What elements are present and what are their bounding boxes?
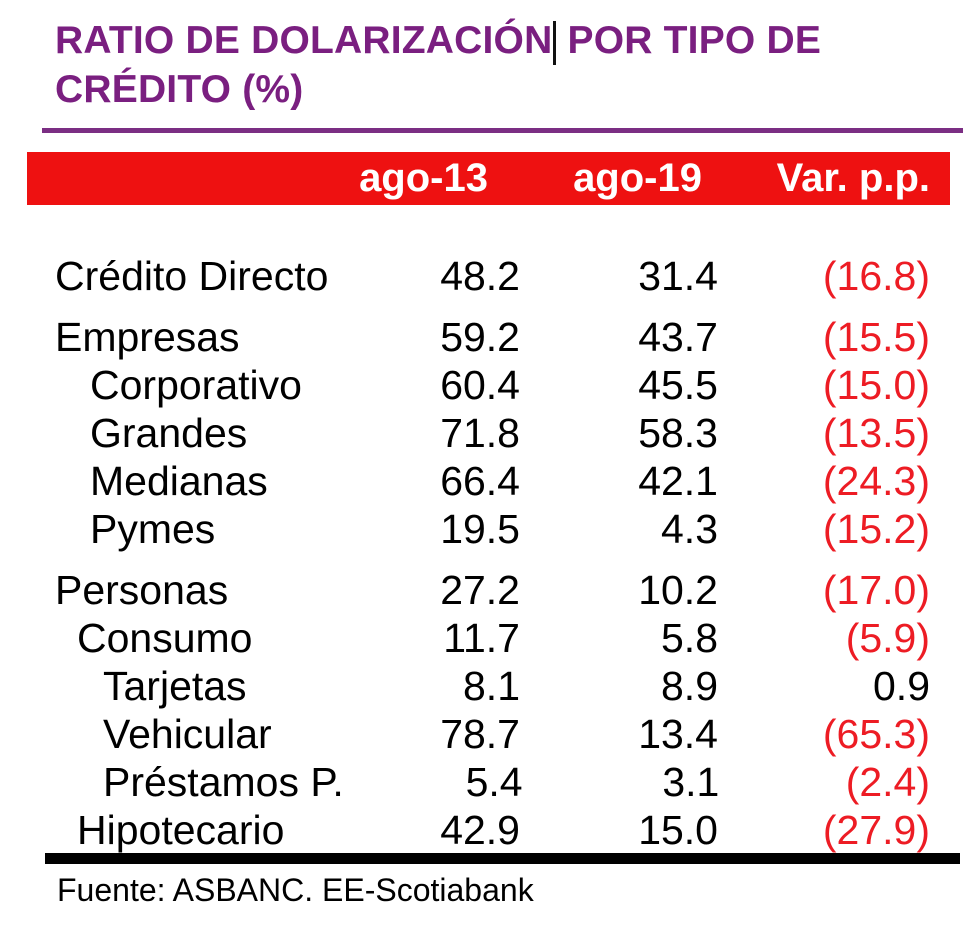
table-row: Pymes 19.5 4.3 (15.2): [27, 505, 950, 553]
header-cell-ago19: ago-19: [573, 156, 702, 200]
table-row: Vehicular 78.7 13.4 (65.3): [27, 710, 950, 758]
table-row: Empresas 59.2 43.7 (15.5): [27, 313, 950, 361]
table-header-row: ago-13 ago-19 Var. p.p.: [27, 152, 950, 205]
cell-var-pp: (15.0): [822, 361, 930, 408]
row-label: Tarjetas: [103, 662, 247, 709]
cell-ago19: 15.0: [638, 806, 718, 853]
table-row: Tarjetas 8.1 8.9 0.9: [27, 662, 950, 710]
row-label: Personas: [55, 566, 229, 613]
cell-ago19: 8.9: [661, 662, 718, 709]
cell-var-pp: (13.5): [822, 409, 930, 456]
cell-var-pp: (27.9): [822, 806, 930, 853]
cell-ago13: 19.5: [440, 505, 520, 552]
row-label: Grandes: [90, 409, 248, 456]
title-underline: [42, 128, 963, 133]
row-label: Pymes: [90, 505, 216, 552]
table-row: Crédito Directo 48.2 31.4 (16.8): [27, 252, 950, 300]
cell-ago19: 3.1: [662, 758, 720, 805]
header-cell-var-pp: Var. p.p.: [776, 156, 930, 200]
cell-ago19: 58.3: [638, 409, 718, 456]
row-label: Hipotecario: [77, 806, 285, 853]
text-cursor: [553, 21, 557, 65]
cell-var-pp: (2.4): [845, 758, 930, 805]
title-text-after-cursor: POR TIPO DE CRÉDITO (%): [55, 19, 822, 111]
table-row: Medianas 66.4 42.1 (24.3): [27, 457, 950, 505]
cell-ago19: 10.2: [638, 566, 718, 613]
cell-ago13: 60.4: [440, 361, 520, 408]
table-row: Consumo 11.7 5.8 (5.9): [27, 614, 950, 662]
cell-ago13: 42.9: [440, 806, 520, 853]
cell-ago13: 8.1: [463, 662, 520, 709]
cell-ago13: 27.2: [440, 566, 520, 613]
cell-ago13: 78.7: [440, 710, 520, 757]
cell-var-pp: 0.9: [873, 662, 930, 709]
cell-var-pp: (15.5): [822, 313, 930, 360]
cell-ago19: 42.1: [638, 457, 718, 504]
cell-ago13: 5.4: [465, 758, 523, 805]
cell-var-pp: (15.2): [822, 505, 930, 552]
cell-ago13: 48.2: [440, 252, 520, 299]
table-body: Crédito Directo 48.2 31.4 (16.8) Empresa…: [27, 205, 950, 854]
row-label: Vehicular: [103, 710, 272, 757]
cell-ago13: 59.2: [440, 313, 520, 360]
cell-var-pp: (17.0): [822, 566, 930, 613]
row-label: Corporativo: [90, 361, 302, 408]
table-row: Corporativo 60.4 45.5 (15.0): [27, 361, 950, 409]
page-title[interactable]: RATIO DE DOLARIZACIÓN POR TIPO DE CRÉDIT…: [55, 16, 821, 114]
cell-ago13: 66.4: [440, 457, 520, 504]
table-row: Hipotecario 42.9 15.0 (27.9): [27, 806, 950, 854]
row-label: Consumo: [77, 614, 253, 661]
cell-ago19: 4.3: [661, 505, 718, 552]
cell-var-pp: (5.9): [845, 614, 930, 661]
header-cell-ago13: ago-13: [359, 156, 488, 200]
cell-ago19: 45.5: [638, 361, 718, 408]
cell-var-pp: (16.8): [822, 252, 930, 299]
source-note: Fuente: ASBANC. EE-Scotiabank: [57, 872, 534, 908]
table-row: Personas 27.2 10.2 (17.0): [27, 566, 950, 614]
row-label: Medianas: [90, 457, 268, 504]
cell-ago13: 11.7: [443, 614, 520, 661]
cell-var-pp: (65.3): [822, 710, 930, 757]
title-text-before-cursor: RATIO DE DOLARIZACIÓN: [55, 19, 553, 62]
cell-var-pp: (24.3): [822, 457, 930, 504]
cell-ago19: 43.7: [638, 313, 718, 360]
cell-ago19: 13.4: [638, 710, 718, 757]
row-label: Empresas: [55, 313, 240, 360]
cell-ago19: 31.4: [638, 252, 718, 299]
table-row: Préstamos P. 5.4 3.1 (2.4): [27, 758, 950, 806]
cell-ago13: 71.8: [440, 409, 520, 456]
cell-ago19: 5.8: [661, 614, 718, 661]
row-label: Préstamos P.: [103, 758, 344, 805]
table-bottom-rule: [45, 853, 960, 864]
table-row: Grandes 71.8 58.3 (13.5): [27, 409, 950, 457]
row-label: Crédito Directo: [55, 252, 329, 299]
